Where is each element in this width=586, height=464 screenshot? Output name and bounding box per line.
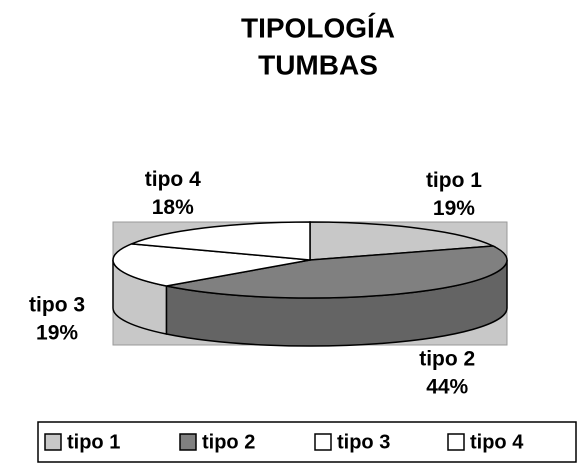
legend (37, 421, 577, 463)
slice (166, 245, 508, 299)
data-label-value: 19% (433, 197, 475, 220)
data-label-value: 18% (152, 196, 194, 219)
legend-swatch (447, 433, 465, 451)
legend-label: tipo 2 (202, 431, 255, 453)
data-label-name: tipo 1 (426, 169, 482, 192)
legend-label: tipo 1 (67, 431, 120, 453)
legend-swatch (314, 433, 332, 451)
chart-title: TIPOLOGÍA (241, 12, 395, 43)
data-label-value: 44% (426, 375, 468, 398)
legend-swatch (44, 433, 62, 451)
data-label-name: tipo 3 (29, 294, 85, 317)
slice (131, 221, 311, 261)
legend-label: tipo 3 (337, 431, 390, 453)
legend-swatch (179, 433, 197, 451)
slice (112, 243, 311, 287)
legend-label: tipo 4 (470, 431, 524, 453)
data-label-name: tipo 4 (145, 168, 201, 191)
data-label-name: tipo 2 (419, 347, 475, 370)
chart-title: TUMBAS (258, 49, 378, 80)
slice (309, 221, 496, 261)
data-label-value: 19% (36, 322, 78, 345)
